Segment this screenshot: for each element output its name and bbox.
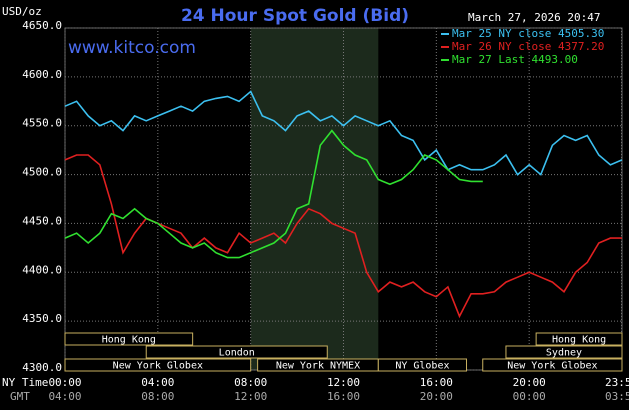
session-box	[505, 345, 623, 359]
legend-entry: Mar 26 NY close 4377.20	[452, 40, 604, 53]
session-label: New York NYMEX	[276, 361, 360, 372]
x-tick-label: 16:00	[420, 376, 453, 389]
x-tick-label: 23:59	[605, 376, 629, 389]
shaded-region	[250, 28, 379, 370]
x-tick-label: 04:00	[141, 376, 174, 389]
x-tick-label-gmt: 12:00	[234, 390, 267, 403]
x-tick-label-gmt: 00:00	[513, 390, 546, 403]
chart-title: 24 Hour Spot Gold (Bid)	[181, 6, 409, 26]
session-box	[377, 358, 468, 372]
legend-entry: Mar 25 NY close 4505.30	[452, 27, 604, 40]
chart-date: March 27, 2026 20:47	[468, 11, 600, 24]
session-label: Sydney	[546, 348, 582, 359]
x-tick-label: 00:00	[48, 376, 81, 389]
watermark: www.kitco.com	[68, 38, 196, 58]
y-tick-label: 4550.0	[22, 117, 62, 130]
plot-underlay	[64, 27, 623, 371]
session-label: Hong Kong	[102, 335, 156, 346]
legend-entry: Mar 27 Last 4493.00	[452, 53, 578, 66]
y-tick-label: 4650.0	[22, 19, 62, 32]
y-tick-label: 4400.0	[22, 263, 62, 276]
series-line	[64, 129, 483, 259]
session-label: NY Globex	[395, 361, 449, 372]
session-box	[482, 358, 623, 372]
x-tick-label-gmt: 20:00	[420, 390, 453, 403]
x-tick-label-gmt: 16:00	[327, 390, 360, 403]
x-tick-label: 20:00	[513, 376, 546, 389]
x-tick-label-gmt: 04:00	[48, 390, 81, 403]
x-tick-label: 08:00	[234, 376, 267, 389]
session-label: London	[219, 348, 255, 359]
x-row-label: NY Time	[2, 376, 48, 389]
y-tick-label: 4600.0	[22, 68, 62, 81]
session-box	[535, 332, 623, 346]
session-box	[145, 345, 328, 359]
y-axis-label: USD/oz	[2, 5, 42, 18]
session-box	[64, 332, 194, 346]
series-line	[64, 90, 623, 176]
session-label: New York Globex	[113, 361, 203, 372]
x-row-label: GMT	[10, 390, 30, 403]
y-tick-label: 4500.0	[22, 166, 62, 179]
session-label: New York Globex	[507, 361, 597, 372]
x-tick-label-gmt: 08:00	[141, 390, 174, 403]
session-box	[64, 358, 252, 372]
x-tick-label: 12:00	[327, 376, 360, 389]
x-tick-label-gmt: 03:59	[605, 390, 629, 403]
session-label: Hong Kong	[552, 335, 606, 346]
y-tick-label: 4350.0	[22, 312, 62, 325]
y-tick-label: 4450.0	[22, 214, 62, 227]
y-tick-label: 4300.0	[22, 361, 62, 374]
